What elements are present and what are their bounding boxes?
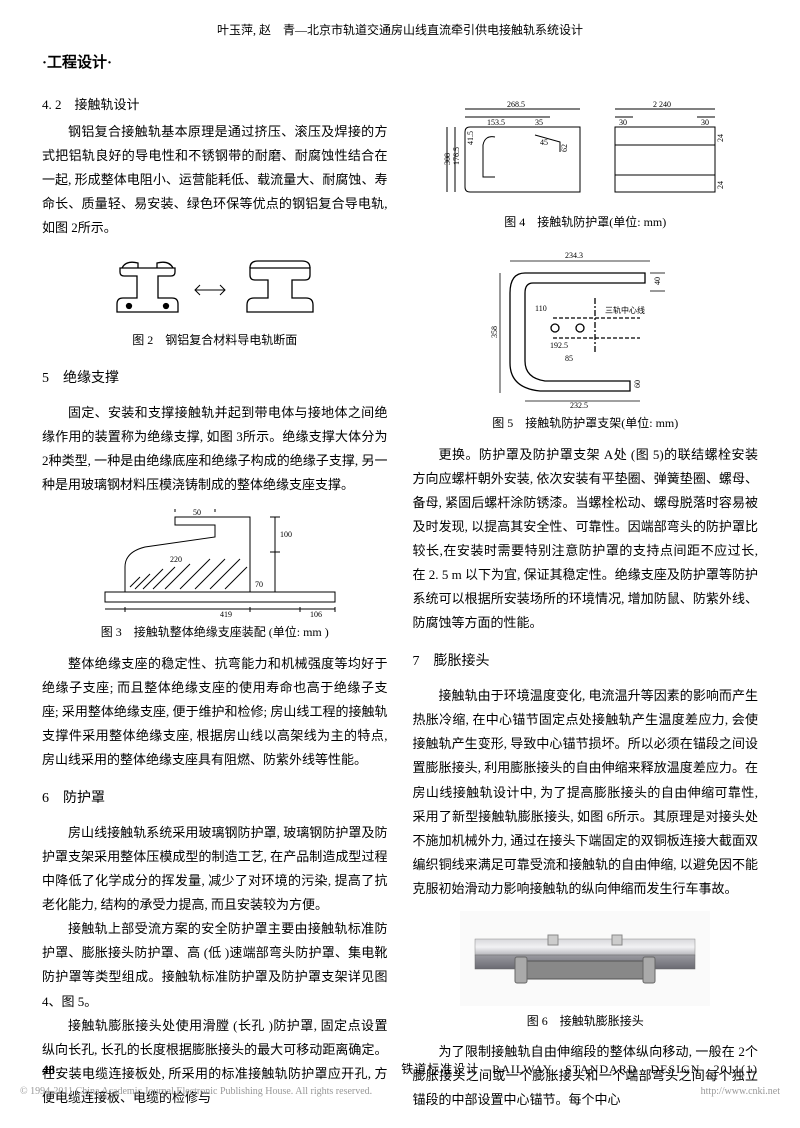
figure-3: 50 100 220 70 419 106 <box>42 507 388 617</box>
figure-2 <box>42 250 388 325</box>
svg-text:220: 220 <box>170 555 182 564</box>
figure-5-caption: 图 5 接触轨防护罩支架(单位: mm) <box>413 413 759 435</box>
svg-text:192.5: 192.5 <box>550 341 568 350</box>
svg-text:85: 85 <box>565 354 573 363</box>
svg-text:2 240: 2 240 <box>653 100 671 109</box>
svg-text:106: 106 <box>310 610 322 617</box>
running-header: 叶玉萍, 赵 青—北京市轨道交通房山线直流牵引供电接触轨系统设计 <box>42 20 758 42</box>
right-column: 268.5 153.5 35 2 240 30 30 45 41.5 176.5… <box>413 87 759 1113</box>
figure-2-caption: 图 2 钢铝复合材料导电轨断面 <box>42 330 388 352</box>
svg-text:60: 60 <box>633 380 642 388</box>
svg-text:268.5: 268.5 <box>507 100 525 109</box>
svg-text:41.5: 41.5 <box>466 131 475 145</box>
svg-text:153.5: 153.5 <box>487 118 505 127</box>
svg-text:419: 419 <box>220 610 232 617</box>
svg-text:70: 70 <box>255 580 263 589</box>
svg-text:100: 100 <box>280 530 292 539</box>
para-5-2: 整体绝缘支座的稳定性、抗弯能力和机械强度等均好于绝缘子支座; 而且整体绝缘支座的… <box>42 652 388 772</box>
para-7-1: 接触轨由于环境温度变化, 电流温升等因素的影响而产生热胀冷缩, 在中心锚节固定点… <box>413 684 759 900</box>
section-tag: ·工程设计· <box>42 50 758 77</box>
svg-text:176.5: 176.5 <box>452 147 461 165</box>
heading-6: 6 防护罩 <box>42 786 388 811</box>
heading-4-2: 4. 2 接触轨设计 <box>42 93 388 116</box>
heading-7: 7 膨胀接头 <box>413 649 759 674</box>
svg-text:62: 62 <box>560 144 569 152</box>
svg-text:45: 45 <box>540 138 548 147</box>
svg-text:30: 30 <box>619 118 627 127</box>
svg-text:308: 308 <box>443 153 452 165</box>
figure-4: 268.5 153.5 35 2 240 30 30 45 41.5 176.5… <box>413 97 759 207</box>
para-4-2: 钢铝复合接触轨基本原理是通过挤压、滚压及焊接的方式把铝轨良好的导电性和不锈钢带的… <box>42 120 388 240</box>
figure-4-caption: 图 4 接触轨防护罩(单位: mm) <box>413 212 759 234</box>
heading-5: 5 绝缘支撑 <box>42 366 388 391</box>
svg-text:234.3: 234.3 <box>565 251 583 260</box>
copyright-url: http://www.cnki.net <box>701 1083 780 1101</box>
figure-3-caption: 图 3 接触轨整体绝缘支座装配 (单位: mm ) <box>42 622 388 644</box>
para-after-fig5: 更换。防护罩及防护罩支架 A处 (图 5)的联结螺栓安装方向应螺杆朝外安装, 依… <box>413 443 759 635</box>
figure-6 <box>413 911 759 1006</box>
svg-text:24: 24 <box>716 134 725 142</box>
left-column: 4. 2 接触轨设计 钢铝复合接触轨基本原理是通过挤压、滚压及焊接的方式把铝轨良… <box>42 87 388 1113</box>
copyright-text: © 1994-2011 China Academic Journal Elect… <box>20 1083 372 1101</box>
journal-info: 铁道标准设计 RAILWAY STANDARD DESIGN 2011(1) <box>401 1059 758 1081</box>
para-6-2: 接触轨上部受流方案的安全防护罩主要由接触轨标准防护罩、膨胀接头防护罩、高 (低 … <box>42 917 388 1013</box>
svg-text:232.5: 232.5 <box>570 401 588 408</box>
page-number: 48 <box>42 1058 55 1081</box>
svg-text:40: 40 <box>653 277 662 285</box>
figure-6-caption: 图 6 接触轨膨胀接头 <box>413 1011 759 1033</box>
svg-text:24: 24 <box>716 181 725 189</box>
para-5-1: 固定、安装和支撑接触轨并起到带电体与接地体之间绝缘作用的装置称为绝缘支撑, 如图… <box>42 401 388 497</box>
svg-text:358: 358 <box>490 326 499 338</box>
figure-5: 234.3 40 110 192.5 85 232.5 358 60 三轨中心线 <box>413 243 759 408</box>
svg-text:35: 35 <box>535 118 543 127</box>
para-6-1: 房山线接触轨系统采用玻璃钢防护罩, 玻璃钢防护罩及防护罩支架采用整体压模成型的制… <box>42 821 388 917</box>
svg-text:110: 110 <box>535 304 547 313</box>
svg-text:30: 30 <box>701 118 709 127</box>
svg-text:50: 50 <box>193 508 201 517</box>
svg-text:三轨中心线: 三轨中心线 <box>605 305 645 315</box>
